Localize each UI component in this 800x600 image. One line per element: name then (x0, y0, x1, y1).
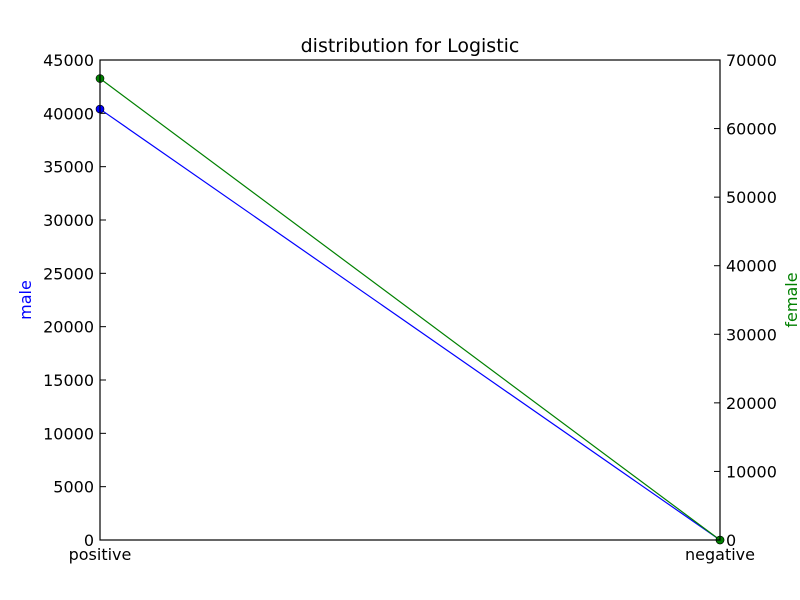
left-tick-label: 35000 (43, 158, 94, 177)
chart-title: distribution for Logistic (301, 35, 520, 57)
right-tick-label: 70000 (726, 51, 777, 70)
left-tick-label: 0 (84, 531, 94, 550)
series-line-male (99, 108, 721, 541)
plot-frame (99, 59, 721, 541)
right-tick-label: 30000 (726, 325, 777, 344)
x-tick-label-negative: negative (685, 545, 755, 564)
left-tick-label: 40000 (43, 104, 94, 123)
left-tick-label: 30000 (43, 211, 94, 230)
left-tick-label: 25000 (43, 264, 94, 283)
right-tick-label: 0 (726, 531, 736, 550)
left-axis-label: male (16, 280, 35, 320)
left-tick-label: 10000 (43, 424, 94, 443)
right-tick-label: 50000 (726, 188, 777, 207)
right-tick-label: 60000 (726, 120, 777, 139)
left-tick-label: 45000 (43, 51, 94, 70)
left-tick-label: 20000 (43, 318, 94, 337)
left-axis-ticks: 0 5000 10000 15000 20000 25000 30000 35000 40000… (43, 51, 106, 550)
x-tick-label-positive: positive (69, 545, 132, 564)
right-tick-label: 20000 (726, 394, 777, 413)
right-axis-ticks: 0 10000 20000 30000 40000 50000 60000 70000 (714, 51, 777, 550)
right-tick-label: 10000 (726, 462, 777, 481)
series-layer (95, 74, 725, 545)
series-line-female (99, 78, 721, 541)
right-tick-label: 40000 (726, 257, 777, 276)
left-tick-label: 5000 (53, 478, 94, 497)
left-tick-label: 15000 (43, 371, 94, 390)
x-axis-ticks: positive negative (69, 60, 755, 564)
right-axis-label: female (782, 272, 800, 327)
